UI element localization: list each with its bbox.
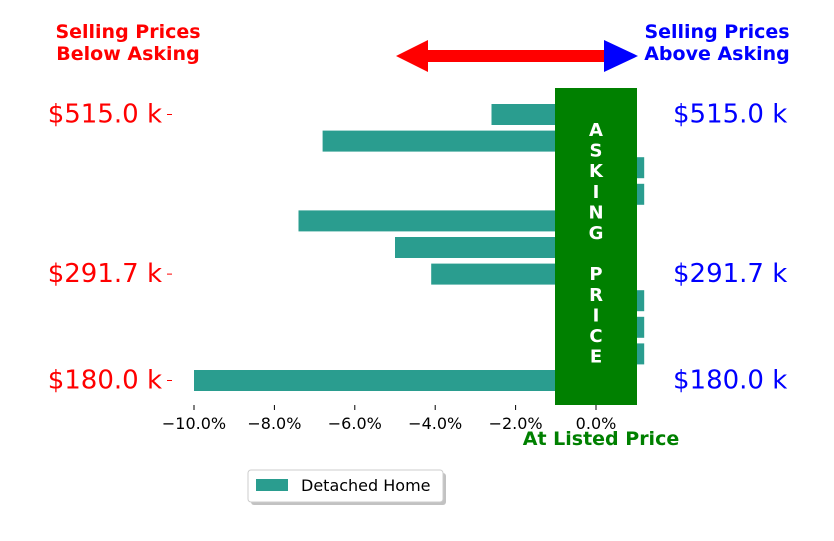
- y-tick-label-left-1: $291.7 k: [48, 259, 162, 289]
- y-tick-labels: $515.0 k $515.0 k $291.7 k $291.7 k $180.0 k…: [48, 100, 788, 396]
- legend: Detached Home: [247, 469, 446, 505]
- x-tick-label-3: −4.0%: [408, 414, 462, 433]
- asking-letter-0: A: [589, 120, 603, 141]
- arrow-head-right-icon: [604, 40, 638, 72]
- asking-letter-3: I: [593, 182, 600, 203]
- asking-letter-4: N: [588, 202, 603, 223]
- y-tick-label-left-0: $515.0 k: [48, 100, 162, 130]
- arrow-shaft-blue: [516, 50, 606, 62]
- legend-swatch: [256, 479, 288, 491]
- bar-1: [322, 130, 596, 152]
- arrow-head-left-icon: [396, 40, 428, 72]
- direction-arrow: [396, 40, 638, 72]
- y-tick-label-right-1: $291.7 k: [673, 259, 787, 289]
- bar-10: [194, 370, 596, 391]
- legend-box: [247, 469, 444, 503]
- x-tick-label-1: −8.0%: [247, 414, 301, 433]
- bar-5: [395, 237, 596, 258]
- x-tick-label-0: −10.0%: [162, 414, 226, 433]
- y-tick-label-left-2: $180.0 k: [48, 366, 162, 396]
- x-tick-label-2: −6.0%: [328, 414, 382, 433]
- arrow-shaft-red: [426, 50, 516, 62]
- above-asking-label-line1: Selling Prices: [644, 21, 789, 43]
- below-asking-label-line1: Selling Prices: [55, 21, 200, 43]
- asking-letter-2: K: [589, 161, 604, 182]
- legend-label: Detached Home: [301, 476, 431, 495]
- below-asking-label-line2: Below Asking: [56, 43, 199, 65]
- asking-letter-7: P: [589, 264, 602, 285]
- asking-price-band: [555, 88, 637, 405]
- y-tick-label-right-0: $515.0 k: [673, 100, 787, 130]
- asking-letter-5: G: [589, 223, 604, 244]
- asking-letter-11: E: [590, 347, 602, 368]
- x-axis: −10.0% −8.0% −6.0% −4.0% −2.0% 0.0%: [162, 405, 616, 433]
- at-listed-price-label: At Listed Price: [523, 428, 679, 450]
- x-tick-label-5: 0.0%: [576, 414, 617, 433]
- above-asking-label-line2: Above Asking: [644, 43, 790, 65]
- bar-4: [298, 210, 596, 232]
- y-tick-label-right-2: $180.0 k: [673, 366, 787, 396]
- bar-6: [431, 263, 596, 285]
- asking-letter-10: C: [589, 326, 602, 347]
- asking-letter-8: R: [589, 285, 603, 306]
- asking-letter-9: I: [593, 305, 600, 326]
- x-tick-label-4: −2.0%: [489, 414, 543, 433]
- asking-letter-1: S: [590, 141, 603, 162]
